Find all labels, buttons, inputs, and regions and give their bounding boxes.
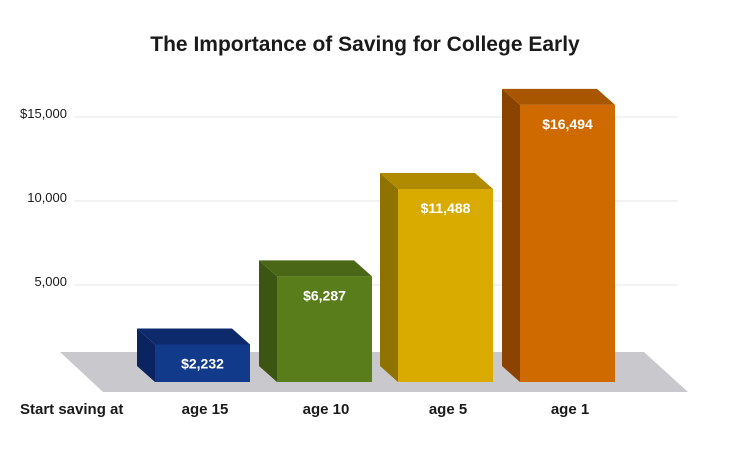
x-tick-label: age 10 xyxy=(302,401,350,418)
data-label: $6,287 xyxy=(303,287,346,303)
data-label: $11,488 xyxy=(421,200,471,216)
bar-top xyxy=(380,173,493,190)
x-tick-label: age 15 xyxy=(181,401,229,418)
bar-side xyxy=(502,88,520,382)
bar-top xyxy=(137,328,250,345)
bar xyxy=(520,104,615,382)
data-label: $2,232 xyxy=(181,355,224,371)
data-label: $16,494 xyxy=(542,116,593,132)
y-tick-label: 10,000 xyxy=(27,190,67,205)
x-tick-label: age 5 xyxy=(428,401,468,418)
bar-top xyxy=(502,88,615,105)
bar-side xyxy=(259,260,277,382)
x-axis-label: Start saving at xyxy=(20,401,124,418)
x-tick-label: age 1 xyxy=(550,401,590,418)
bar xyxy=(155,344,250,382)
bar xyxy=(277,276,372,382)
bar-side xyxy=(380,173,398,382)
bar-side xyxy=(137,328,155,382)
bar xyxy=(398,189,493,382)
y-tick-label: $15,000 xyxy=(20,106,67,121)
chart-title: The Importance of Saving for College Ear… xyxy=(150,33,580,56)
y-tick-label: 5,000 xyxy=(34,274,67,289)
bar-top xyxy=(259,260,372,277)
